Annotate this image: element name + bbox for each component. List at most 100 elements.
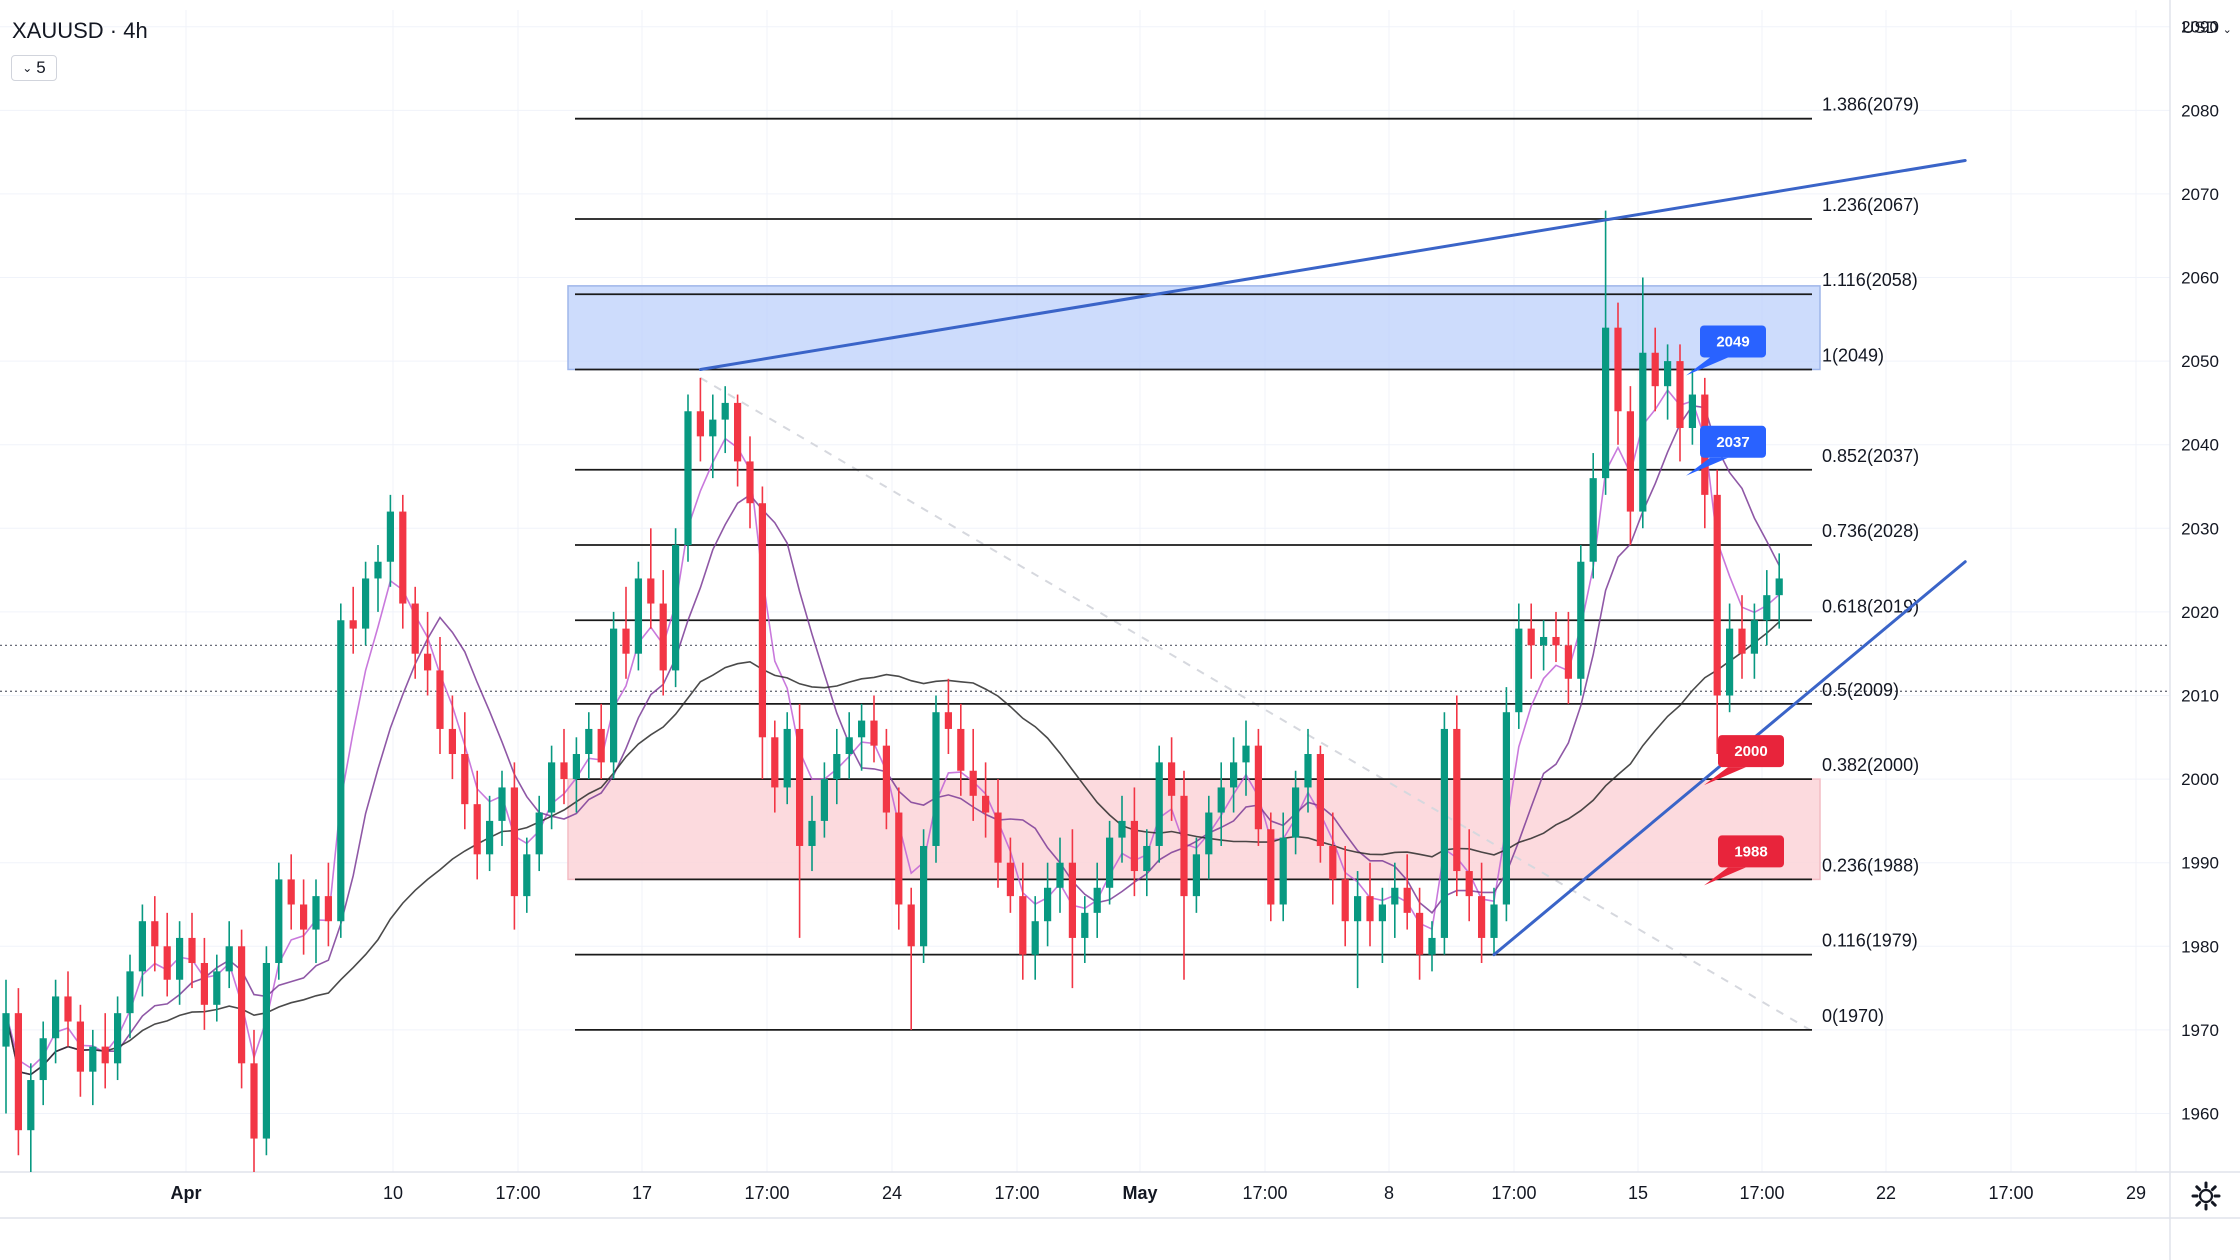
candle [758, 486, 766, 780]
candle [845, 712, 853, 780]
x-tick-label: May [1122, 1183, 1157, 1203]
candle-body [486, 820, 494, 855]
candle [796, 703, 804, 938]
candle [1552, 611, 1560, 663]
candle [1453, 695, 1461, 897]
candle-body [1192, 854, 1200, 897]
candle-body [1651, 352, 1659, 387]
candle-body [1006, 862, 1014, 897]
x-tick-label: 10 [383, 1183, 403, 1203]
candle [64, 971, 72, 1047]
candle-body [126, 971, 134, 1014]
candle [895, 787, 903, 930]
candle-body [1626, 411, 1634, 512]
candle-body [386, 511, 394, 562]
y-tick-label: 1980 [2181, 937, 2219, 956]
candle-body [1527, 628, 1535, 646]
candle [1230, 737, 1238, 813]
candle [523, 837, 531, 913]
callout-box [1718, 835, 1784, 868]
price-callout[interactable]: 2037 [1686, 425, 1766, 476]
candle [659, 570, 667, 696]
candle-body [1205, 812, 1213, 855]
candle [597, 703, 605, 780]
candle [560, 728, 568, 805]
candle-body [1230, 762, 1238, 788]
candle [1713, 469, 1721, 755]
gear-icon[interactable] [2190, 1180, 2222, 1212]
candle-body [1180, 795, 1188, 897]
fib-level-label: 0.116(1979) [1822, 931, 1918, 951]
ma-mid-line [5, 404, 1780, 1076]
candle [473, 770, 481, 880]
candle-body [213, 971, 221, 1005]
chevron-down-icon: ⌄ [2222, 24, 2232, 36]
candle [324, 862, 332, 947]
currency-selector[interactable]: USD ⌄ [2182, 18, 2232, 38]
x-tick-label: 17:00 [1242, 1183, 1287, 1203]
candle [1254, 728, 1262, 846]
chevron-down-icon: ⌄ [22, 61, 33, 75]
candle-body [498, 787, 506, 821]
candle [1490, 887, 1498, 955]
candle [225, 921, 233, 989]
x-tick-label: 24 [882, 1183, 902, 1203]
y-tick-label: 2090 [2181, 18, 2219, 37]
candle-body [1143, 845, 1151, 872]
price-callout[interactable]: 2000 [1704, 735, 1784, 786]
candle-body [1093, 887, 1101, 913]
callout-text: 2000 [1734, 743, 1767, 760]
candle-body [1428, 937, 1436, 955]
callout-pointer [1686, 357, 1728, 376]
candle [151, 896, 159, 972]
candle-body [1391, 887, 1399, 905]
candle-body [994, 812, 1002, 863]
candle-body [672, 545, 680, 671]
candle [510, 762, 518, 930]
price-callout[interactable]: 2049 [1686, 325, 1766, 376]
price-axis[interactable]: 1960 1970 1980 1990 2000 2010 2020 2030 2040 2050… [2181, 18, 2219, 1124]
time-axis[interactable]: Apr 10 17:00 17 17:00 24 17:00 May 17:00 8 17:00 15… [171, 1183, 2147, 1203]
candle-body [796, 728, 804, 846]
candle [1366, 862, 1374, 947]
y-tick-label: 2070 [2181, 185, 2219, 204]
callout-text: 2049 [1716, 333, 1749, 350]
candle [486, 795, 494, 872]
candle-body [1577, 561, 1585, 679]
candle-body [262, 963, 270, 1139]
candles [2, 210, 1783, 1172]
candle-body [560, 762, 568, 780]
candle-body [1366, 896, 1374, 922]
candle [1763, 570, 1771, 646]
fib-level-label: 0(1970) [1822, 1006, 1884, 1026]
trendline[interactable] [698, 158, 1967, 371]
candle [176, 921, 184, 1005]
candle [982, 762, 990, 838]
candle [1602, 210, 1610, 495]
candle-body [982, 795, 990, 813]
indicators-toggle-button[interactable]: ⌄ 5 [11, 55, 57, 81]
candle [436, 636, 444, 755]
y-tick-label: 1960 [2181, 1104, 2219, 1123]
price-callout[interactable]: 1988 [1704, 835, 1784, 886]
candle [1242, 720, 1250, 796]
candle [448, 695, 456, 780]
candle [610, 611, 618, 780]
y-tick-label: 2030 [2181, 519, 2219, 538]
candle [1478, 862, 1486, 964]
candle-body [176, 937, 184, 980]
candle [1143, 829, 1151, 897]
callout-pointer [1704, 767, 1746, 786]
candle [858, 703, 866, 771]
candle-body [1279, 837, 1287, 905]
candle [1676, 344, 1684, 462]
candle-body [300, 904, 308, 930]
candle-body [324, 896, 332, 922]
candle-body [225, 946, 233, 972]
fib-level-label: 1.236(2067) [1822, 195, 1919, 215]
candle-body [1341, 879, 1349, 922]
candle [52, 979, 60, 1064]
candle-body [1168, 762, 1176, 796]
candle-body [585, 728, 593, 755]
